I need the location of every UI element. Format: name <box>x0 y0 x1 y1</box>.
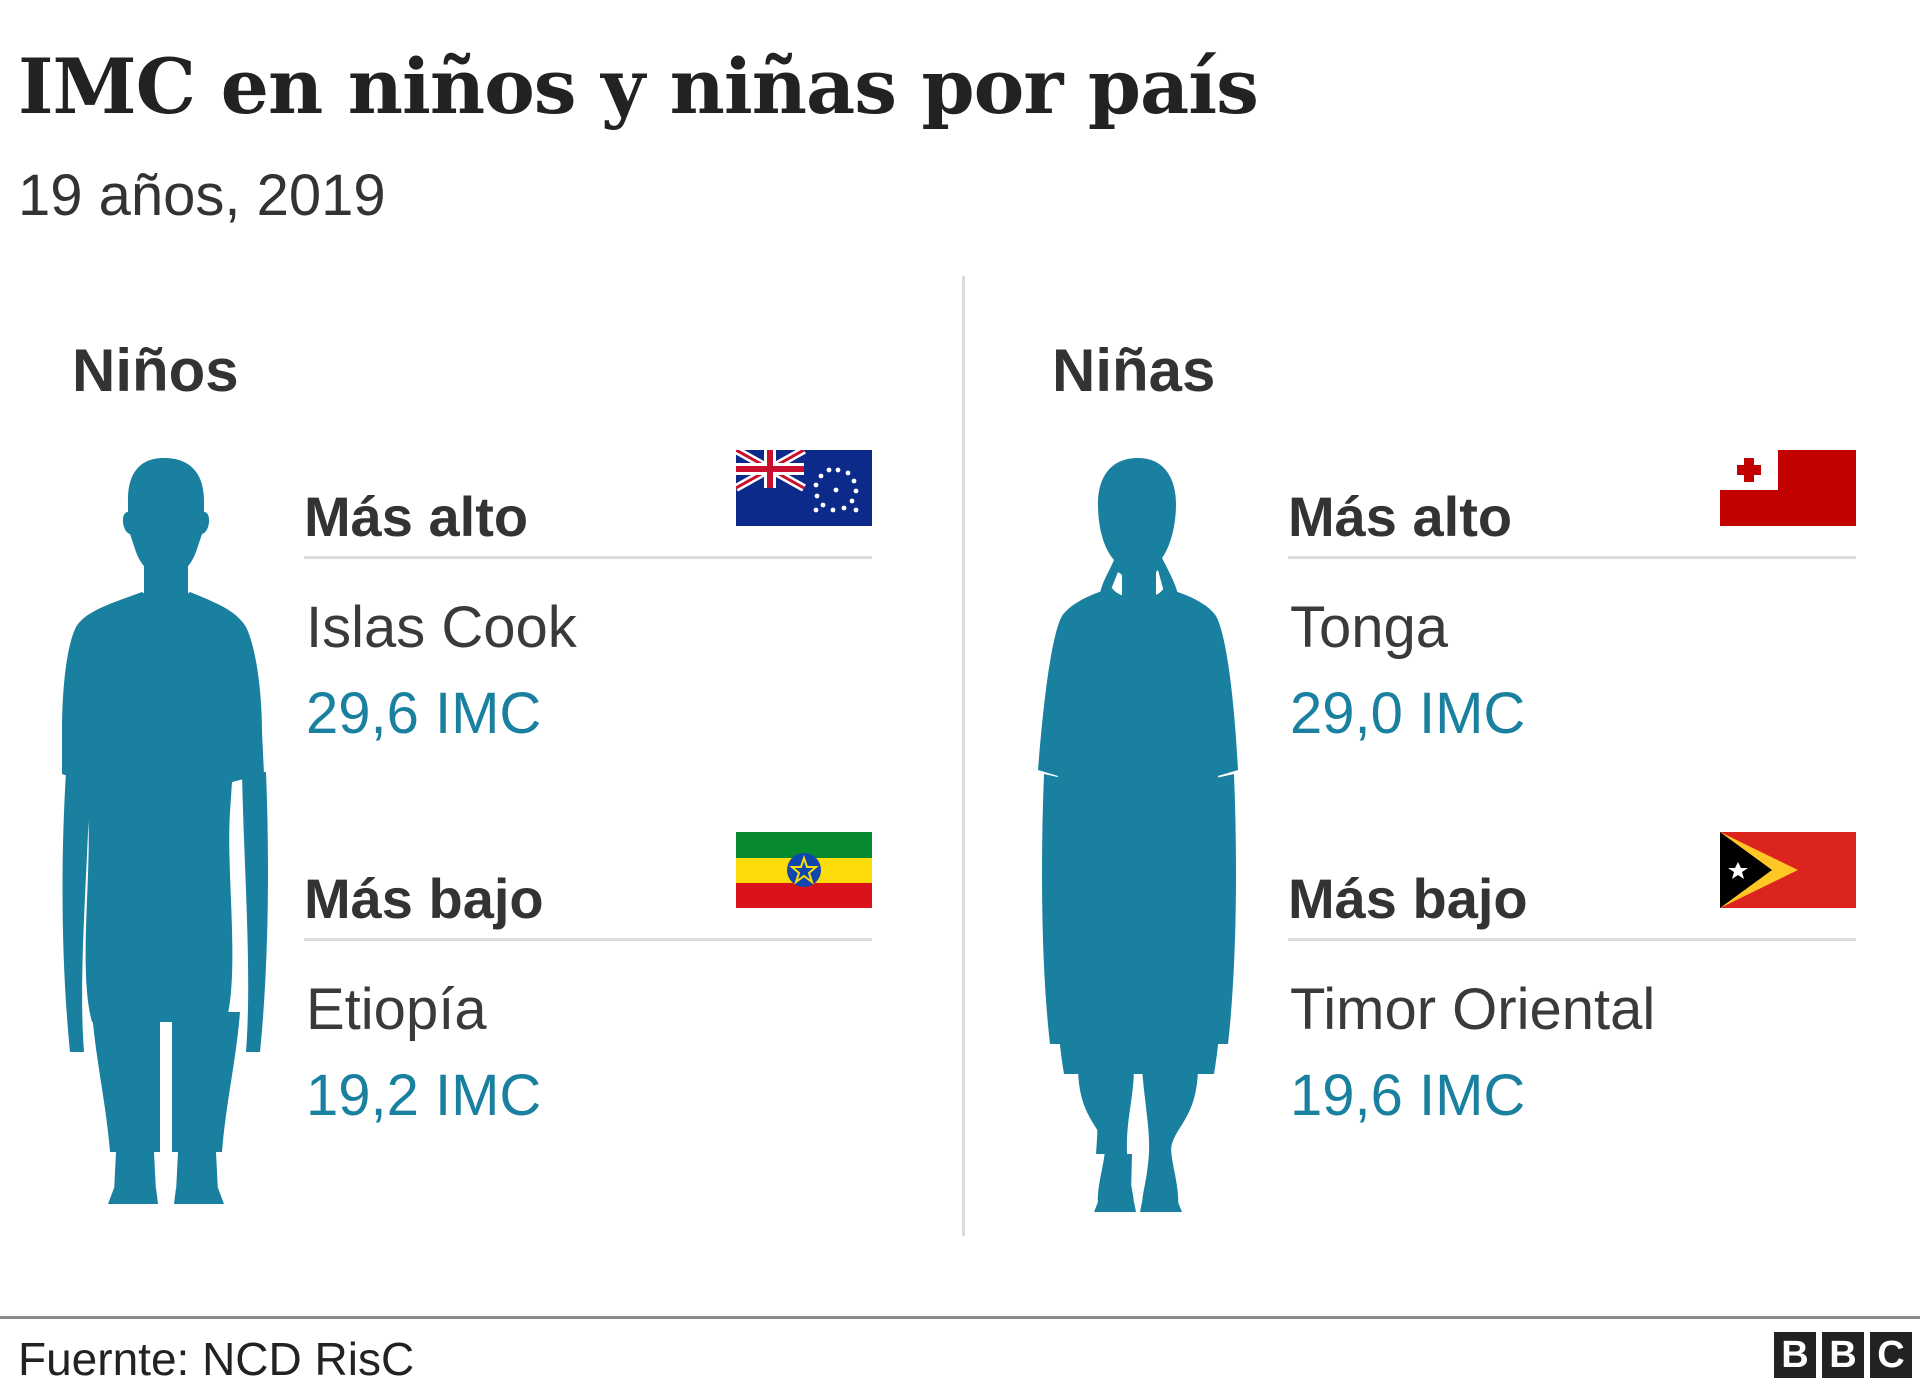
footer-divider <box>0 1316 1920 1319</box>
girls-lowest-country: Timor Oriental <box>1290 977 1656 1042</box>
girls-lowest-label: Más bajo <box>1288 867 1528 930</box>
east-timor-flag-icon <box>1720 832 1856 908</box>
bbc-logo-letter: C <box>1870 1332 1912 1378</box>
boys-highest-label: Más alto <box>304 485 529 548</box>
bbc-logo-letter: B <box>1774 1332 1816 1378</box>
tonga-flag-icon <box>1720 450 1856 526</box>
boys-highest-rule <box>304 556 872 559</box>
source-note: Fuernte: NCD RisC <box>18 1333 415 1385</box>
bbc-logo: B B C <box>1774 1332 1912 1378</box>
boys-panel-title: Niños <box>72 337 239 404</box>
girls-panel: Niñas Más alto T <box>966 0 1920 1260</box>
girls-lowest-entry: Más bajo Timor Oriental 19,6 IMC <box>1288 832 1856 1128</box>
cook-islands-flag-icon <box>736 450 872 526</box>
ethiopia-flag-icon <box>736 832 872 908</box>
boys-panel: Niños Más alto <box>0 0 960 1260</box>
bbc-logo-letter: B <box>1822 1332 1864 1378</box>
girl-silhouette-icon <box>1038 458 1238 1212</box>
chart-title: IMC en niños y niñas por país <box>18 42 1259 131</box>
boys-lowest-entry: Más bajo Etiopía 19,2 IMC <box>304 832 872 1128</box>
boys-lowest-country: Etiopía <box>306 977 487 1042</box>
girls-panel-title: Niñas <box>1052 337 1216 404</box>
boy-silhouette-icon <box>62 458 268 1204</box>
vertical-divider <box>962 276 965 1236</box>
girls-highest-value: 29,0 IMC <box>1290 681 1526 746</box>
girls-highest-entry: Más alto Tonga 29,0 IMC <box>1288 450 1856 746</box>
boys-lowest-label: Más bajo <box>304 867 544 930</box>
girls-lowest-value: 19,6 IMC <box>1290 1063 1526 1128</box>
chart-subtitle: 19 años, 2019 <box>18 163 386 228</box>
girls-lowest-rule <box>1288 938 1856 941</box>
boys-highest-country: Islas Cook <box>306 595 577 660</box>
boys-lowest-rule <box>304 938 872 941</box>
boys-lowest-value: 19,2 IMC <box>306 1063 542 1128</box>
girls-highest-country: Tonga <box>1290 595 1449 660</box>
boys-highest-value: 29,6 IMC <box>306 681 542 746</box>
boys-highest-entry: Más alto <box>304 450 872 746</box>
girls-highest-label: Más alto <box>1288 485 1513 548</box>
girls-highest-rule <box>1288 556 1856 559</box>
